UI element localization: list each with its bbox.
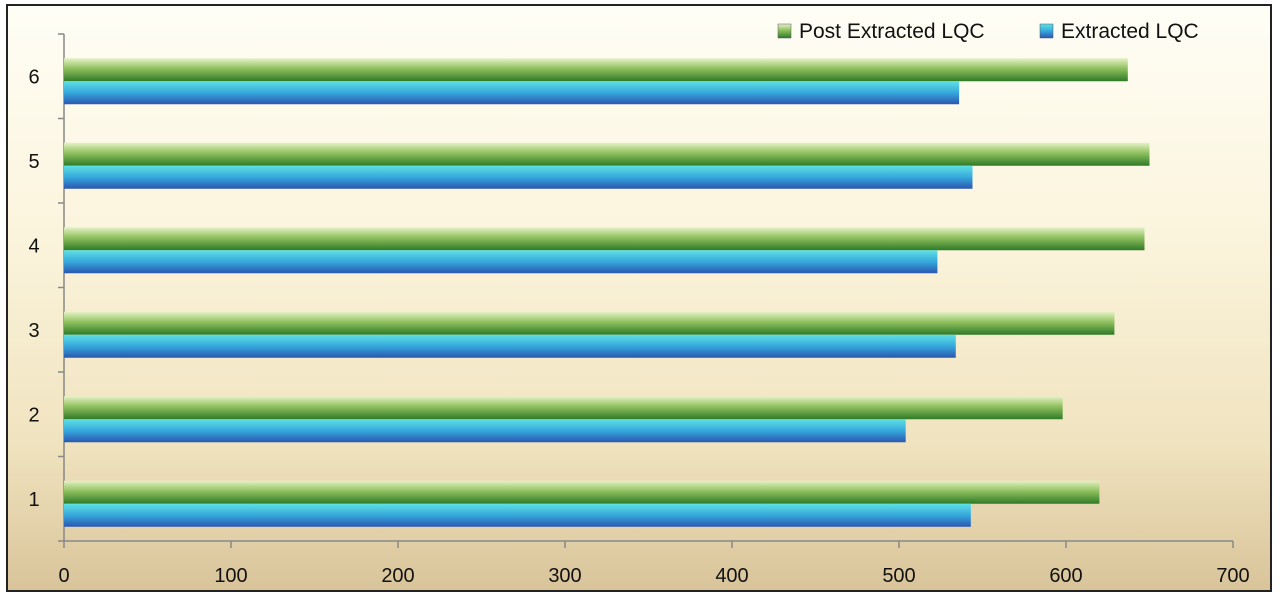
bar-extracted-lqc bbox=[64, 419, 906, 443]
x-tick-label: 400 bbox=[715, 565, 748, 587]
bar-post-extracted-lqc bbox=[64, 311, 1115, 335]
bar-post-extracted-lqc bbox=[64, 396, 1063, 420]
bar-extracted-lqc bbox=[64, 165, 973, 189]
x-tick-label: 500 bbox=[882, 565, 915, 587]
legend-label: Post Extracted LQC bbox=[799, 20, 985, 43]
legend: Post Extracted LQC Extracted LQC bbox=[777, 20, 1199, 43]
bar-extracted-lqc bbox=[64, 334, 956, 358]
bar-post-extracted-lqc bbox=[64, 480, 1100, 504]
bar-chart: 0 100 200 300 400 500 600 700 1 2 3 4 5 6 Post Extrac… bbox=[28, 20, 1250, 587]
legend-label: Extracted LQC bbox=[1061, 20, 1199, 43]
x-tick-label: 0 bbox=[58, 565, 69, 587]
x-tick-label: 300 bbox=[548, 565, 581, 587]
bar-extracted-lqc bbox=[64, 81, 960, 105]
x-tick-label: 100 bbox=[214, 565, 247, 587]
y-tick-label: 5 bbox=[28, 151, 39, 173]
legend-key-post-extracted-lqc bbox=[777, 23, 792, 39]
y-tick-label: 4 bbox=[28, 235, 39, 257]
legend-key-extracted-lqc bbox=[1039, 23, 1054, 39]
bar-post-extracted-lqc bbox=[64, 142, 1150, 166]
bar-post-extracted-lqc bbox=[64, 58, 1128, 82]
x-tick-label: 600 bbox=[1049, 565, 1082, 587]
y-tick-label: 2 bbox=[28, 404, 39, 426]
bar-post-extracted-lqc bbox=[64, 227, 1145, 251]
axes: 0 100 200 300 400 500 600 700 1 2 3 4 5 6 bbox=[28, 33, 1250, 587]
y-tick-label: 1 bbox=[28, 489, 39, 511]
y-tick-label: 3 bbox=[28, 320, 39, 342]
bar-extracted-lqc bbox=[64, 503, 971, 527]
bars bbox=[64, 58, 1150, 527]
x-tick-label: 200 bbox=[381, 565, 414, 587]
chart-frame: 0 100 200 300 400 500 600 700 1 2 3 4 5 6 Post Extrac… bbox=[6, 4, 1272, 592]
bar-extracted-lqc bbox=[64, 250, 938, 274]
y-tick-label: 6 bbox=[28, 66, 39, 88]
x-tick-label: 700 bbox=[1216, 565, 1249, 587]
